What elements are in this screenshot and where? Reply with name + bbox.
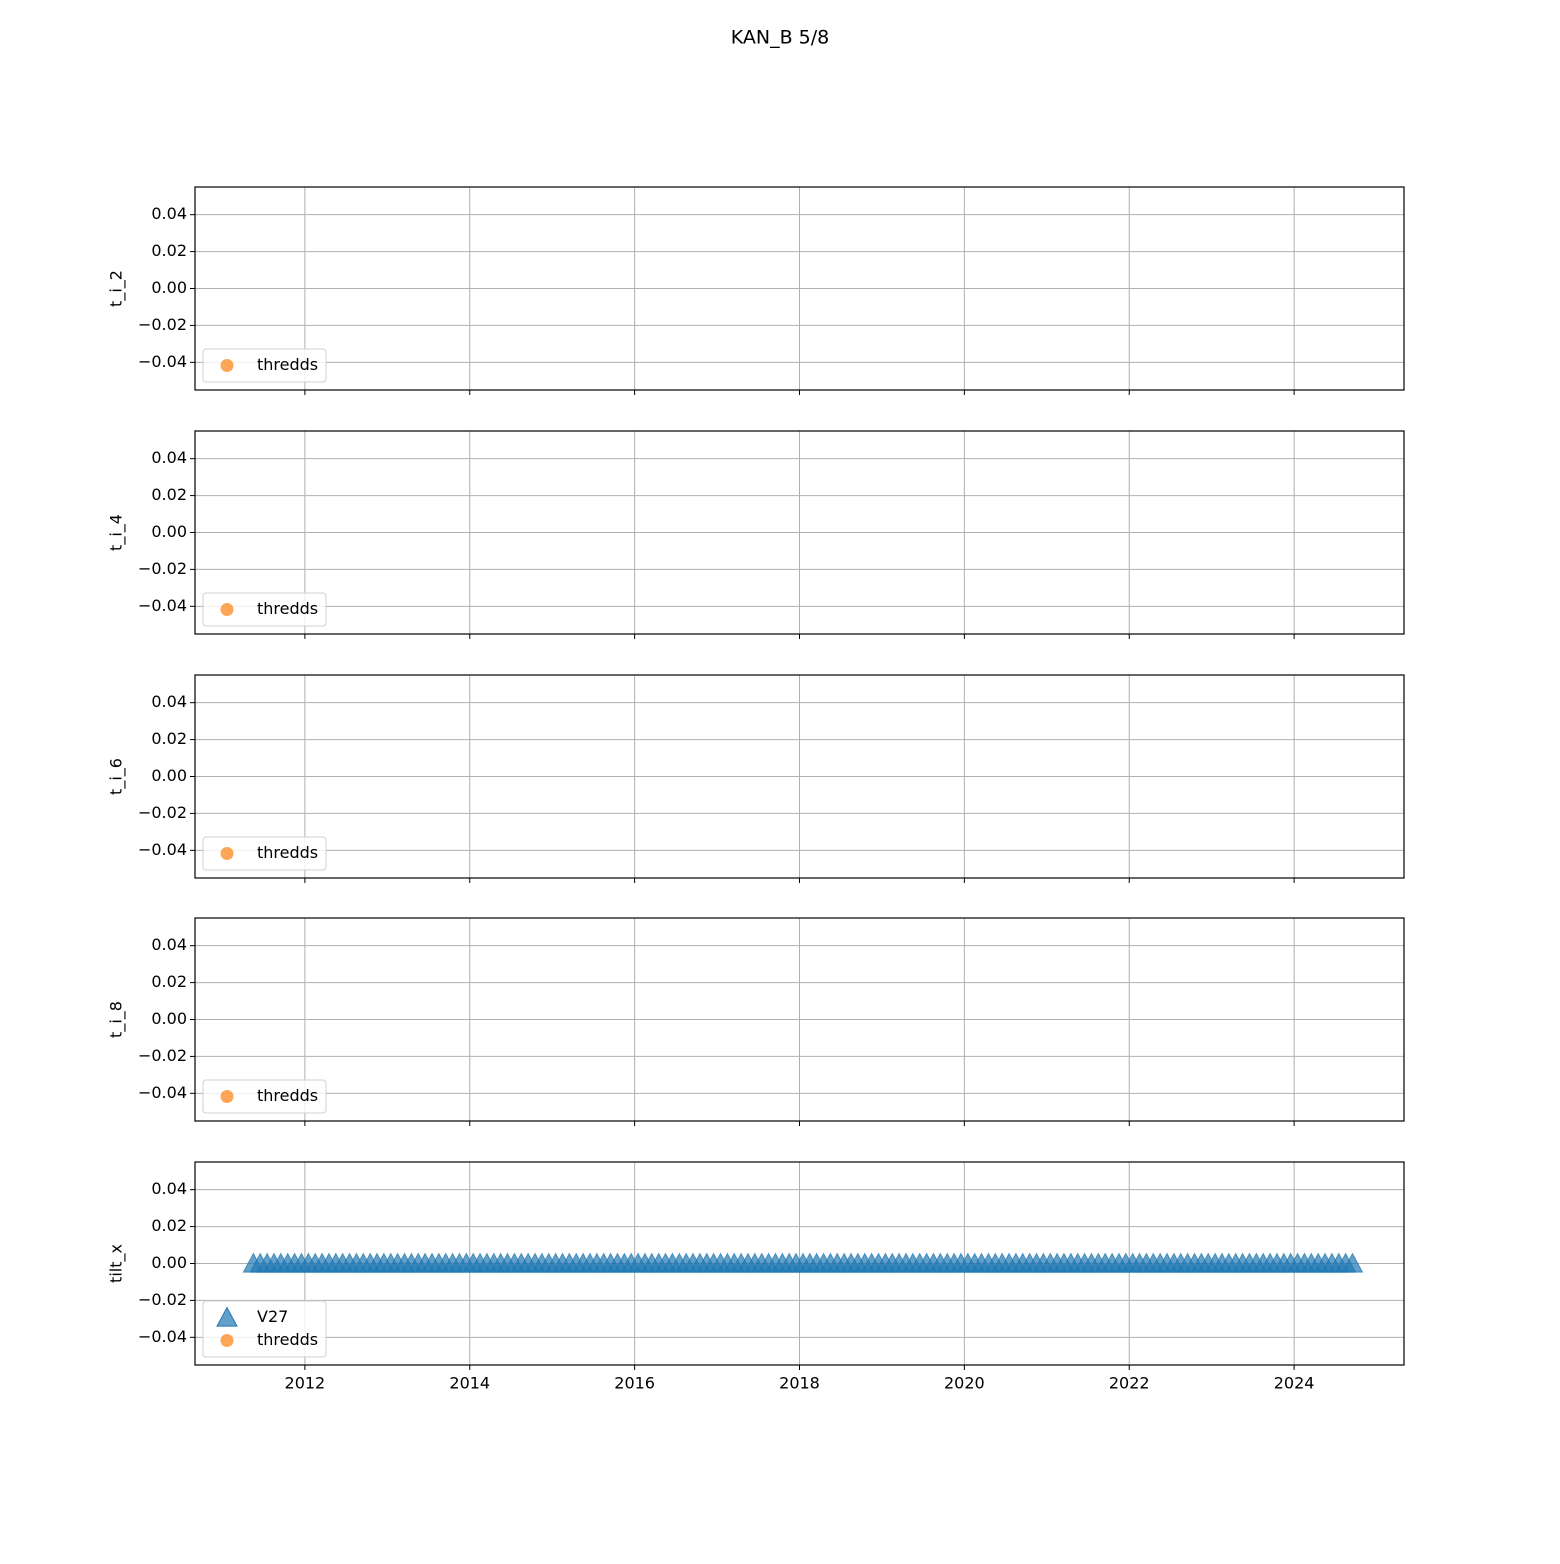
x-tick-label: 2022 bbox=[1109, 1374, 1150, 1393]
y-tick-label: 0.02 bbox=[151, 729, 187, 748]
legend-box bbox=[202, 836, 327, 871]
y-tick-label: 0.00 bbox=[151, 278, 187, 297]
plot-frame bbox=[194, 1161, 1405, 1366]
x-tick-label: 2012 bbox=[285, 1374, 326, 1393]
point bbox=[1341, 1252, 1364, 1273]
legend-box bbox=[202, 1300, 327, 1358]
y-tick-label: 0.02 bbox=[151, 1216, 187, 1235]
y-tick-label: 0.00 bbox=[151, 1009, 187, 1028]
legend-marker bbox=[220, 1090, 234, 1103]
plot-frame bbox=[194, 186, 1405, 391]
y-tick-label: −0.04 bbox=[138, 596, 187, 615]
x-tick-label: 2024 bbox=[1274, 1374, 1315, 1393]
y-tick-label: −0.04 bbox=[138, 352, 187, 371]
y-tick-label: −0.04 bbox=[138, 1327, 187, 1346]
legend-marker bbox=[220, 603, 234, 616]
x-tick-label: 2018 bbox=[779, 1374, 820, 1393]
legend-box bbox=[202, 1079, 327, 1114]
legend-box bbox=[202, 592, 327, 627]
y-tick-label: 0.02 bbox=[151, 972, 187, 991]
legend-label: thredds bbox=[257, 843, 318, 862]
y-tick-label: −0.02 bbox=[138, 1290, 187, 1309]
legend-label: thredds bbox=[257, 355, 318, 374]
y-tick-label: 0.04 bbox=[151, 1179, 187, 1198]
y-tick-label: 0.02 bbox=[151, 485, 187, 504]
y-axis-label: t_i_4 bbox=[107, 514, 127, 551]
y-axis-label: t_i_6 bbox=[107, 758, 127, 795]
y-tick-label: −0.04 bbox=[138, 1083, 187, 1102]
legend-box bbox=[202, 348, 327, 383]
y-tick-label: 0.00 bbox=[151, 522, 187, 541]
y-tick-label: 0.04 bbox=[151, 448, 187, 467]
legend-label: thredds bbox=[257, 1330, 318, 1349]
figure-title: KAN_B 5/8 bbox=[731, 27, 830, 49]
plot-frame bbox=[194, 917, 1405, 1122]
y-axis-label: tilt_x bbox=[107, 1244, 127, 1283]
y-tick-label: 0.04 bbox=[151, 692, 187, 711]
y-tick-label: 0.00 bbox=[151, 766, 187, 785]
data-layer bbox=[242, 1252, 1364, 1273]
y-tick-label: 0.02 bbox=[151, 241, 187, 260]
plot-frame bbox=[194, 674, 1405, 879]
y-tick-label: −0.02 bbox=[138, 315, 187, 334]
y-tick-label: 0.04 bbox=[151, 204, 187, 223]
y-tick-label: −0.04 bbox=[138, 840, 187, 859]
x-tick-label: 2014 bbox=[449, 1374, 490, 1393]
legend-label: thredds bbox=[257, 1086, 318, 1105]
subplot: 2012 2014 2016 2018 2020 2022 2024 −0.04 −0.02 0.… bbox=[107, 1161, 1405, 1393]
legend-marker bbox=[220, 1334, 234, 1347]
y-axis-label: t_i_8 bbox=[107, 1001, 127, 1038]
y-tick-label: 0.00 bbox=[151, 1253, 187, 1272]
legend-marker bbox=[220, 847, 234, 860]
y-tick-label: −0.02 bbox=[138, 803, 187, 822]
legend-label: thredds bbox=[257, 599, 318, 618]
y-axis-label: t_i_2 bbox=[107, 270, 127, 307]
plot-frame bbox=[194, 430, 1405, 635]
x-tick-label: 2020 bbox=[944, 1374, 985, 1393]
legend-marker bbox=[220, 359, 234, 372]
legend-label: V27 bbox=[257, 1307, 288, 1326]
x-tick-label: 2016 bbox=[614, 1374, 655, 1393]
y-tick-label: −0.02 bbox=[138, 559, 187, 578]
y-tick-label: 0.04 bbox=[151, 935, 187, 954]
y-tick-label: −0.02 bbox=[138, 1046, 187, 1065]
legend-marker bbox=[216, 1306, 238, 1327]
